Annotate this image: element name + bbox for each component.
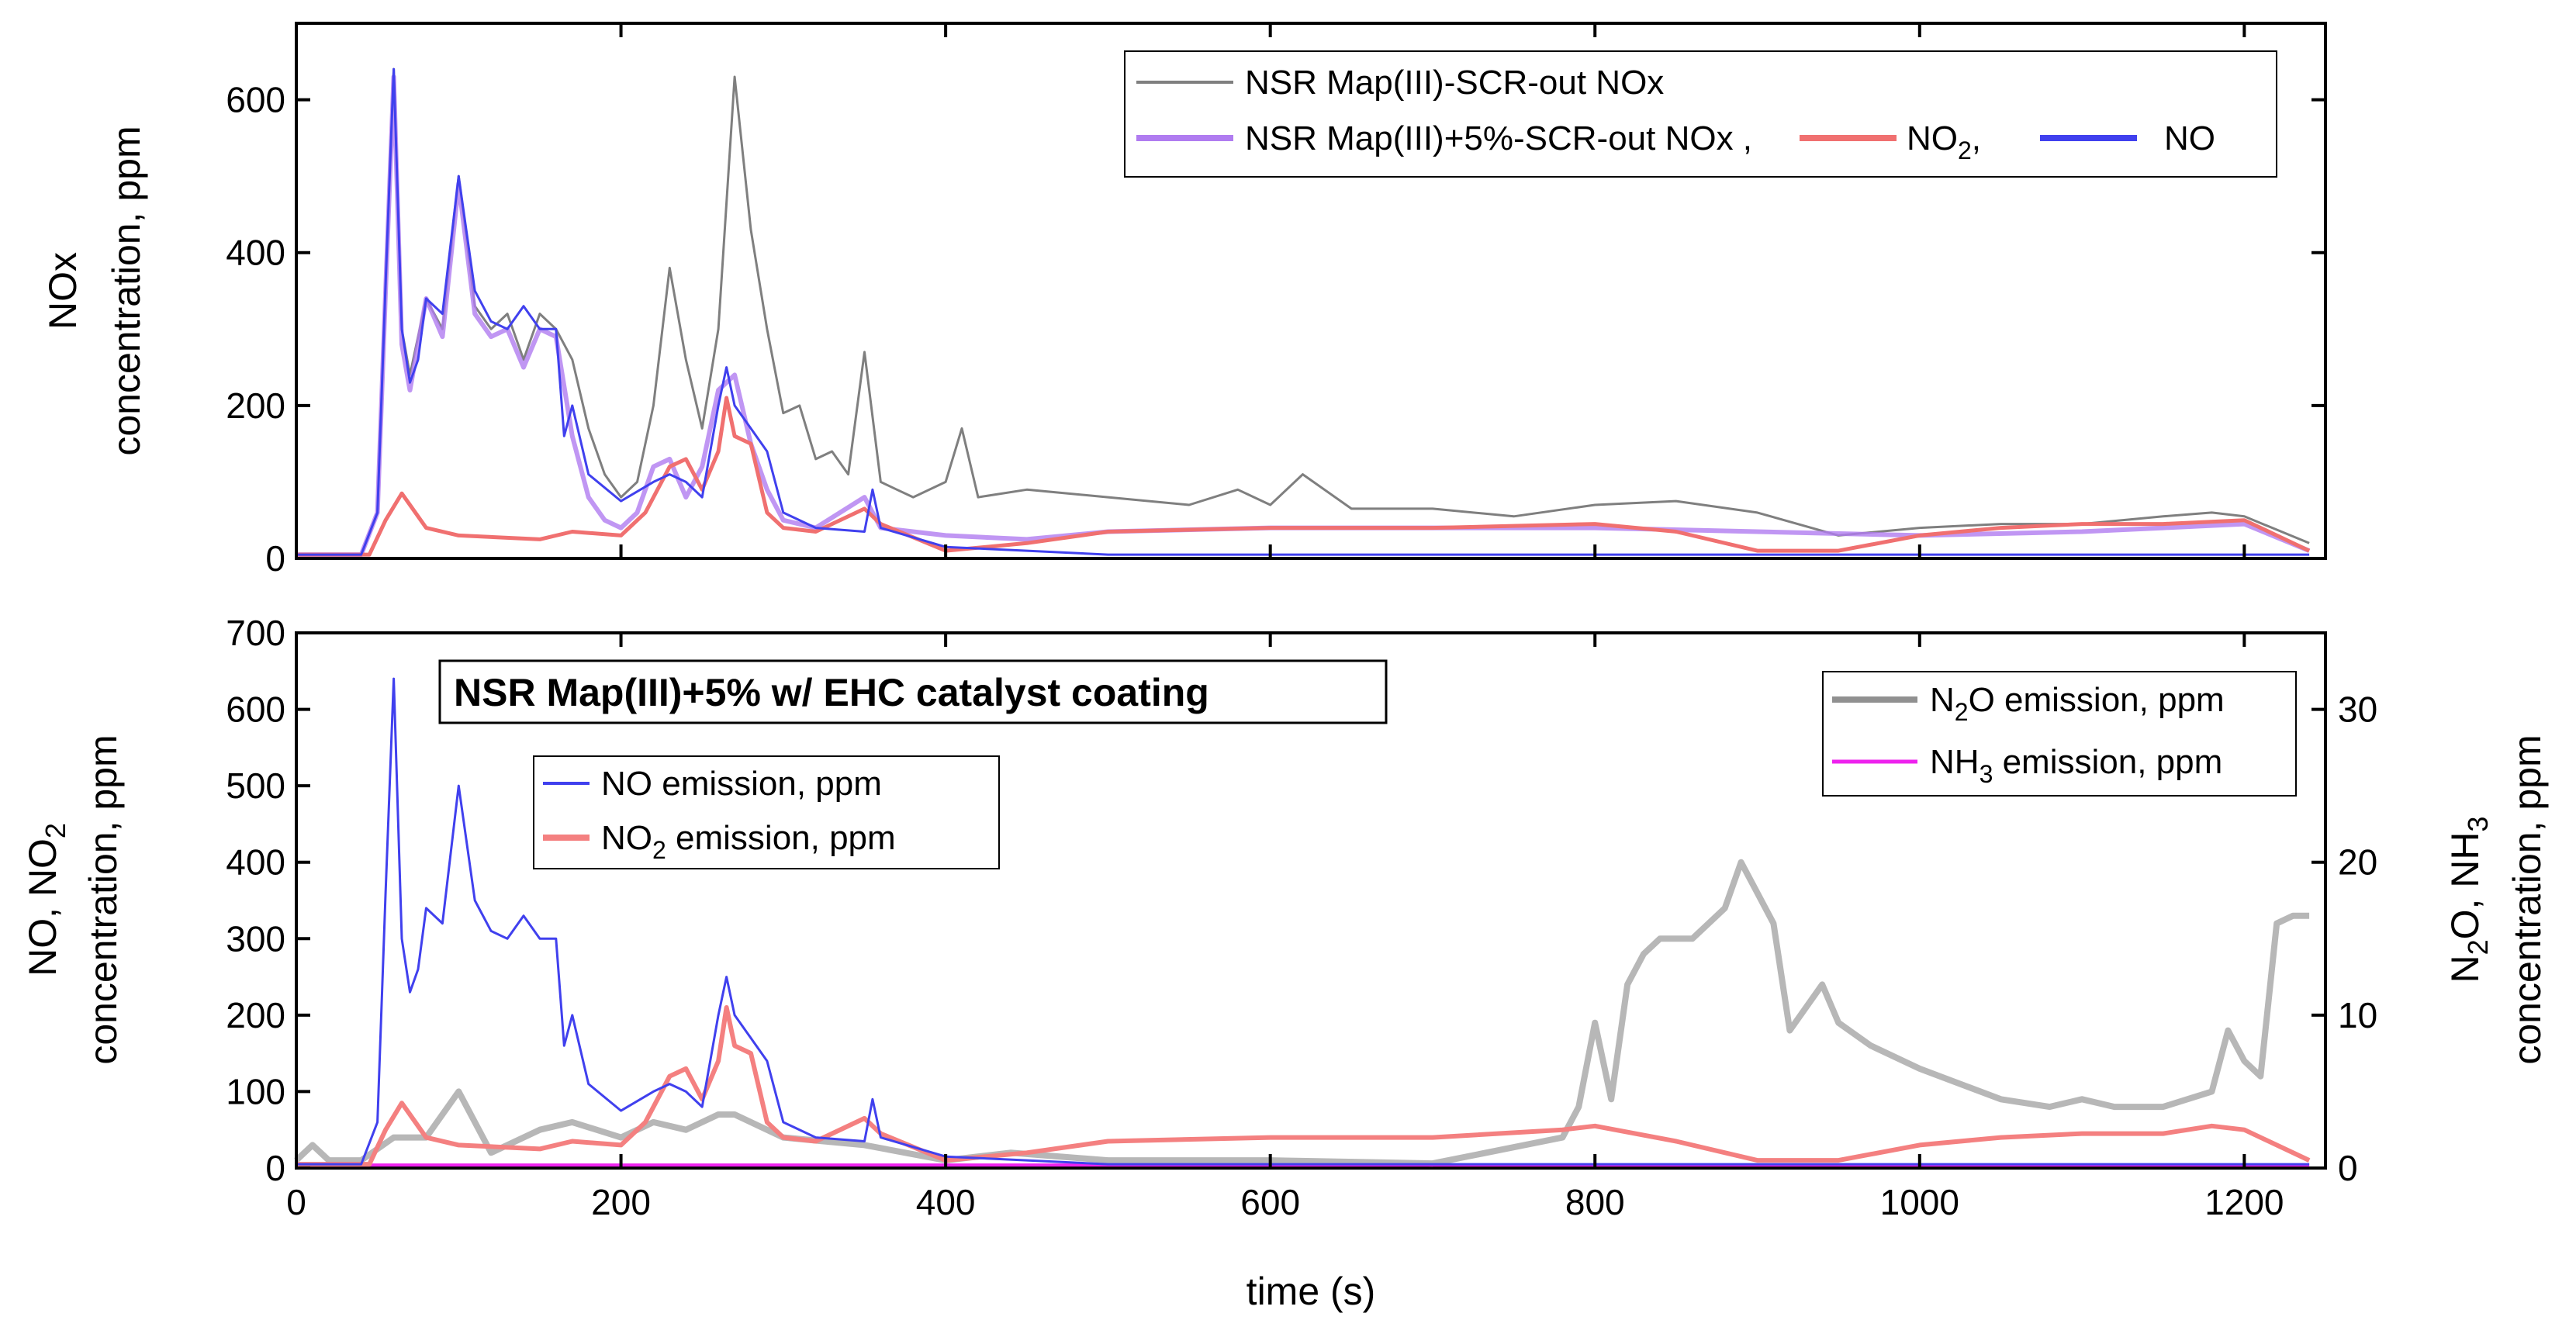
bottom-y-tick-label: 0 — [265, 1148, 285, 1188]
legend-n2o-sub: 2 — [1955, 698, 1969, 726]
top-y-tick-label: 0 — [265, 538, 285, 579]
legend-no2-top-base: NO — [1907, 119, 1958, 157]
bottom-ylabel-left-base: NO, NO — [21, 838, 64, 976]
top-axes: 0 200 400 600 — [226, 23, 2325, 579]
bottom-y-tick-label: 700 — [226, 613, 285, 653]
top-series-no — [296, 67, 2310, 556]
bottom-y-tick-label: 500 — [226, 765, 285, 806]
bottom-series-group — [294, 677, 2311, 1167]
top-y-tick-label: 600 — [226, 80, 285, 120]
bottom-ylabel-right-line2: concentration, ppm — [2505, 734, 2549, 1064]
right-y-tick-label: 0 — [2338, 1148, 2358, 1188]
bottom-legend-left-box — [533, 755, 1000, 869]
bottom-legend-left: NO emission, ppm NO2 emission, ppm — [533, 755, 1000, 869]
top-y-tick-label: 200 — [226, 385, 285, 426]
x-tick-label: 0 — [286, 1182, 306, 1222]
legend-label-no2-top: NO2, — [1907, 119, 1981, 164]
top-ylabel-line2: concentration, ppm — [105, 126, 148, 455]
bottom-annotation: NSR Map(III)+5% w/ EHC catalyst coating — [438, 659, 1388, 724]
legend-no2-emission-base: NO — [601, 819, 652, 857]
top-series-no2 — [296, 396, 2311, 557]
legend-no2-top-tail: , — [1972, 119, 1981, 157]
bottom-ylabel-right-line1: N2O, NH3 — [2443, 816, 2494, 983]
bottom-ylabel-left-line1: NO, NO2 — [21, 823, 71, 976]
right-y-tick-label: 10 — [2338, 995, 2377, 1035]
annotation-text: NSR Map(III)+5% w/ EHC catalyst coating — [454, 671, 1209, 714]
right-y-tick-label: 30 — [2338, 689, 2377, 730]
bottom-series-no-emission-ppm — [296, 677, 2310, 1166]
top-series-group — [296, 67, 2311, 558]
legend-label-n2o: N2O emission, ppm — [1930, 681, 2225, 726]
bottom-axes: 0 200 400 600 800 1000 12000100200300400500600… — [226, 613, 2377, 1222]
legend-no2-emission-sub: 2 — [652, 836, 666, 864]
x-tick-label: 800 — [1565, 1182, 1625, 1222]
legend-n2o-tail: O emission, ppm — [1969, 681, 2225, 719]
bottom-y-tick-label: 400 — [226, 842, 285, 883]
bottom-series-n2o-emission-ppm — [294, 859, 2310, 1167]
top-ylabel-line1: NOx — [41, 252, 85, 330]
top-y-tick-label: 400 — [226, 233, 285, 273]
top-plot-frame — [295, 22, 2327, 560]
bottom-y-tick-label: 100 — [226, 1071, 285, 1111]
ylabel-right-n: N — [2443, 955, 2487, 983]
legend-label-nh3: NH3 emission, ppm — [1930, 743, 2222, 788]
legend-label-no-emission: NO emission, ppm — [601, 765, 882, 803]
ylabel-right-mid: O, NH — [2443, 831, 2487, 939]
legend-no2-emission-tail: emission, ppm — [666, 819, 896, 857]
x-tick-label: 1000 — [1880, 1182, 1959, 1222]
legend-label-no2-emission: NO2 emission, ppm — [601, 819, 896, 864]
x-tick-label: 1200 — [2204, 1182, 2284, 1222]
bottom-xlabel: time (s) — [1247, 1270, 1376, 1313]
legend-label-map3: NSR Map(III)-SCR-out NOx — [1245, 64, 1664, 102]
bottom-y-tick-label: 600 — [226, 689, 285, 730]
ylabel-right-sub1: 2 — [2462, 939, 2494, 955]
x-tick-label: 600 — [1240, 1182, 1300, 1222]
bottom-series-no2-emission-ppm — [296, 1005, 2311, 1167]
bottom-plot-frame — [295, 631, 2327, 1170]
bottom-legend-right-box — [1822, 671, 2297, 797]
x-tick-label: 200 — [591, 1182, 651, 1222]
top-panel: 0 200 400 600 NOx concentration, ppm NSR Ma… — [41, 22, 2327, 579]
legend-no2-top-sub: 2 — [1958, 137, 1972, 164]
bottom-y-tick-label: 200 — [226, 995, 285, 1035]
legend-nh3-base: NH — [1930, 743, 1980, 781]
x-tick-label: 400 — [916, 1182, 976, 1222]
bottom-legend-right: N2O emission, ppm NH3 emission, ppm — [1822, 671, 2297, 797]
legend-nh3-sub: 3 — [1980, 760, 1993, 788]
legend-label-no-top: NO — [2164, 119, 2215, 157]
ylabel-right-sub2: 3 — [2462, 816, 2494, 831]
legend-label-map3-5pct: NSR Map(III)+5%-SCR-out NOx , — [1245, 119, 1752, 157]
legend-n2o-base: N — [1930, 681, 1955, 719]
bottom-ylabel-left-sub: 2 — [40, 823, 71, 838]
bottom-panel: 0 200 400 600 800 1000 12000100200300400500600… — [21, 613, 2549, 1313]
legend-nh3-tail: emission, ppm — [1993, 743, 2222, 781]
right-y-tick-label: 20 — [2338, 842, 2377, 883]
top-legend-box — [1124, 50, 2277, 178]
bottom-y-tick-label: 300 — [226, 918, 285, 959]
annotation-box — [438, 659, 1388, 724]
top-legend: NSR Map(III)-SCR-out NOx NSR Map(III)+5%… — [1124, 50, 2277, 178]
bottom-ylabel-left-line2: concentration, ppm — [81, 734, 125, 1064]
